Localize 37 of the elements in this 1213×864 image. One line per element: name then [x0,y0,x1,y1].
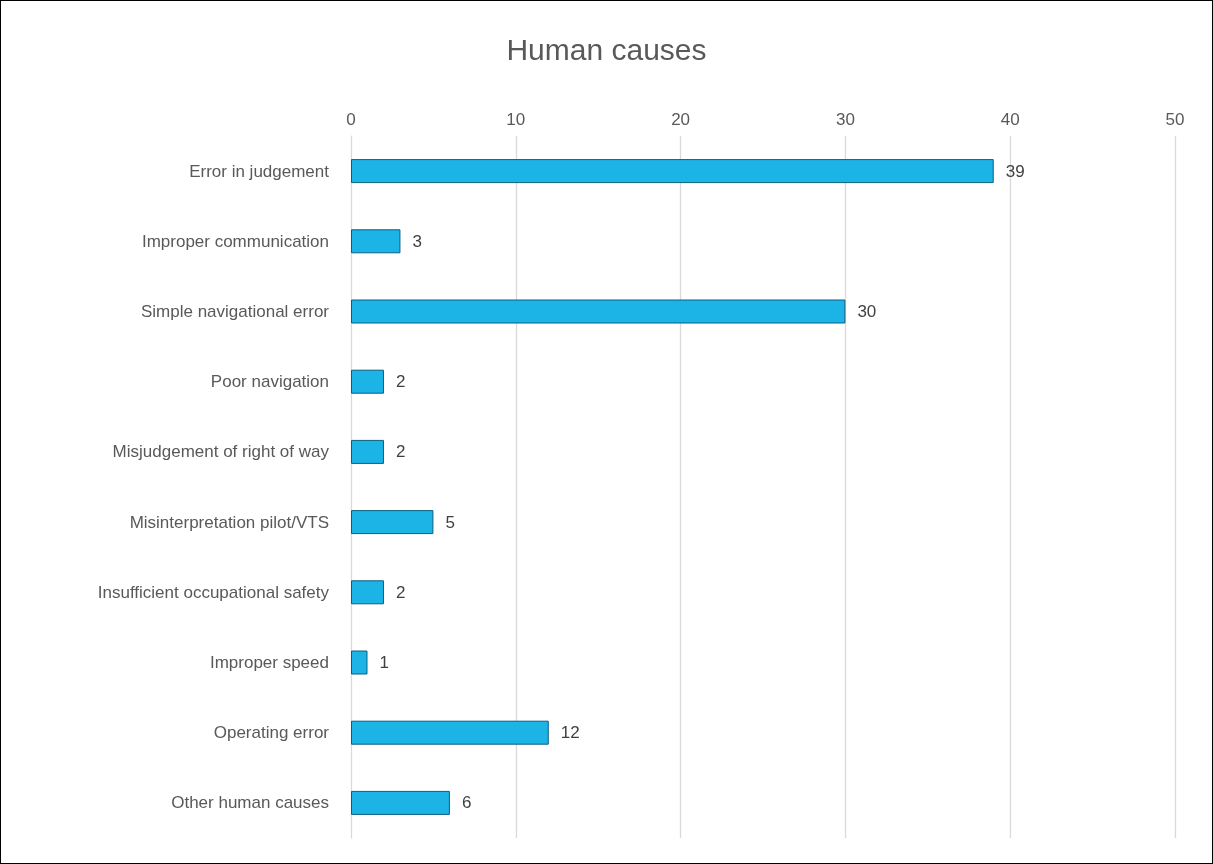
data-label: 39 [1005,161,1025,181]
data-label: 2 [395,442,406,462]
x-tick-label: 40 [1000,110,1020,129]
data-label: 2 [395,582,406,602]
bar [351,369,384,394]
x-tick-label: 30 [835,110,855,129]
data-label: 2 [395,372,406,392]
y-tick-label: Operating error [213,723,330,743]
bar [351,650,368,675]
data-label: 3 [412,231,422,251]
y-tick-label: Poor navigation [210,372,329,392]
x-tick-label: 50 [1165,110,1185,129]
y-tick-label: Improper communication [141,231,329,251]
bar [351,790,450,815]
bar [351,299,846,324]
y-tick-label: Other human causes [171,793,329,813]
bar [351,229,401,254]
bar [351,439,384,464]
x-tick-label: 0 [346,110,356,129]
bar [351,720,549,745]
y-tick-label: Misjudgement of right of way [112,442,330,462]
y-tick-label: Misinterpretation pilot/VTS [129,512,329,532]
data-label: 6 [461,793,472,813]
bar [351,580,384,605]
y-tick-label: Error in judgement [189,161,330,181]
chart-title: Human causes [506,32,707,66]
data-label: 5 [445,512,455,532]
y-tick-label: Insufficient occupational safety [97,582,330,602]
bar [351,510,434,535]
bar [351,159,994,184]
x-tick-label: 10 [506,110,526,129]
x-tick-label: 20 [671,110,691,129]
y-tick-label: Simple navigational error [140,302,330,321]
data-label: 1 [379,653,389,672]
data-label: 12 [560,723,580,743]
y-tick-label: Improper speed [209,653,329,672]
data-label: 30 [857,302,877,321]
